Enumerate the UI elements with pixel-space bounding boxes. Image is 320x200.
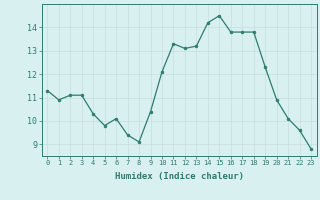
X-axis label: Humidex (Indice chaleur): Humidex (Indice chaleur) (115, 172, 244, 181)
